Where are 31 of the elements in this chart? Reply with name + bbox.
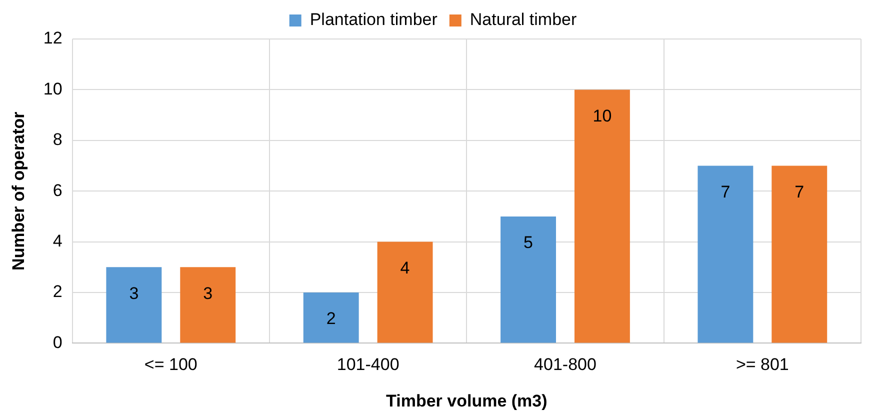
data-label: 4: [400, 258, 410, 278]
bar: [574, 90, 630, 343]
legend-label: Natural timber: [470, 10, 577, 30]
data-label: 2: [326, 309, 336, 328]
data-label: 5: [524, 233, 534, 252]
bar: [180, 267, 236, 343]
x-tick-label: 101-400: [336, 355, 400, 374]
data-label: 10: [592, 106, 612, 126]
y-axis-title: Number of operator: [8, 111, 28, 270]
data-label: 7: [720, 182, 730, 202]
data-label: 3: [203, 284, 213, 303]
y-tick-label: 0: [52, 332, 62, 352]
x-tick-label: >= 801: [736, 355, 789, 374]
bar: [500, 216, 556, 343]
data-label: 7: [794, 182, 804, 202]
y-tick-label: 6: [52, 180, 62, 200]
bar: [377, 242, 433, 343]
y-tick-label: 8: [52, 130, 62, 150]
y-tick-label: 2: [52, 282, 62, 302]
x-axis-title: Timber volume (m3): [386, 391, 548, 410]
y-tick-label: 10: [43, 79, 62, 98]
legend-label: Plantation timber: [310, 10, 438, 30]
x-tick-label: <= 100: [144, 355, 198, 374]
bar: [106, 267, 162, 343]
data-label: 3: [129, 284, 139, 303]
bar: [698, 166, 754, 343]
y-tick-label: 4: [52, 231, 62, 250]
y-tick-label: 12: [43, 28, 62, 48]
bar: [303, 292, 359, 343]
x-tick-label: 401-800: [534, 355, 596, 374]
bar: [772, 166, 828, 343]
